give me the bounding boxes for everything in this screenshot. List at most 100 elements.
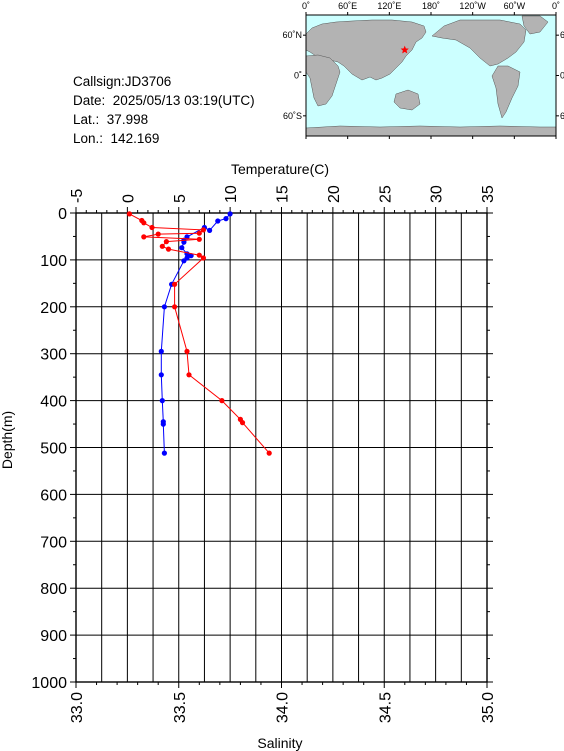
map-lat-ticks: 60˚N 60˚N 0˚ 0˚ 60˚S 60˚S: [282, 30, 564, 121]
lat-value: 37.998: [106, 112, 149, 127]
salinity-data-point: [163, 239, 169, 245]
depth-tick-label: 300: [40, 347, 67, 364]
temperature-axis: -5 0 5 10 15 20 25 30 35: [69, 185, 497, 213]
grid-lines: [76, 213, 487, 682]
depth-tick-label: 600: [40, 487, 67, 504]
map-lon-tick-label: 180˚: [422, 1, 440, 11]
map-lon-tick-label: 120˚E: [377, 1, 401, 11]
salinity-data-point: [200, 227, 206, 233]
date-row: Date: 2025/05/13 03:19(UTC): [73, 91, 255, 110]
salinity-data-point: [149, 224, 155, 231]
salinity-tick-label: 33.5: [172, 692, 189, 723]
date-value: 2025/05/13 03:19(UTC): [112, 93, 255, 108]
station-info: Callsign:JD3706 Date: 2025/05/13 03:19(U…: [73, 72, 255, 148]
temperature-data-point: [184, 234, 190, 240]
lon-value: 142.169: [110, 131, 160, 146]
depth-tick-label: 200: [40, 300, 67, 317]
land-south-america: [491, 65, 521, 119]
data-series: [126, 211, 272, 456]
temperature-axis-title: Temperature(C): [231, 161, 329, 177]
salinity-data-point: [141, 220, 147, 226]
lon-label: Lon.:: [73, 131, 104, 146]
depth-tick-label: 0: [58, 206, 67, 223]
map-lon-tick-label: 120˚W: [459, 1, 486, 11]
temperature-data-point: [227, 211, 233, 217]
land-africa: [305, 54, 341, 107]
salinity-data-point: [196, 236, 202, 242]
map-lon-tick-label: 60˚E: [338, 1, 357, 11]
station-marker: [400, 45, 409, 54]
salinity-axis: 33.0 33.5 34.0 34.5 35.0: [69, 682, 497, 723]
lon-row: Lon.: 142.169: [73, 129, 255, 148]
salinity-data-point: [266, 450, 272, 456]
map-lat-tick-label: 0˚: [560, 71, 564, 81]
callsign-row: Callsign:JD3706: [73, 72, 255, 91]
salinity-tick-label: 34.0: [275, 692, 292, 723]
depth-tick-label: 100: [40, 253, 67, 270]
depth-tick-label: 1000: [31, 675, 67, 692]
temperature-tick-label: 10: [223, 185, 240, 203]
map-lon-tick-label: 0˚: [302, 1, 310, 11]
salinity-data-point: [159, 243, 165, 249]
map-lat-tick-label: 60˚N: [560, 30, 564, 40]
temperature-data-point: [188, 253, 194, 259]
salinity-data-point: [172, 304, 178, 310]
temperature-data-point: [158, 348, 164, 354]
temperature-tick-label: 20: [326, 185, 343, 203]
salinity-data-point: [155, 231, 161, 237]
map-lon-tick-label: 0˚: [552, 1, 560, 11]
temperature-tick-label: 30: [429, 185, 446, 203]
depth-tick-label: 700: [40, 534, 67, 551]
salinity-data-point: [165, 246, 172, 252]
salinity-tick-label: 34.5: [377, 692, 394, 723]
map-lat-tick-label: 0˚: [294, 71, 302, 81]
salinity-axis-title: Salinity: [257, 735, 302, 751]
depth-tick-label: 500: [40, 441, 67, 458]
depth-axis: 0 100 200 300 400 500 600 700 800 900 1000: [31, 206, 493, 692]
salinity-data-point: [172, 281, 178, 287]
salinity-data-point: [196, 230, 202, 236]
temperature-data-point: [158, 372, 164, 378]
callsign-label: Callsign:: [73, 74, 125, 89]
lat-label: Lat.:: [73, 112, 100, 127]
temperature-data-point: [159, 398, 165, 404]
map-lat-tick-label: 60˚S: [283, 111, 302, 121]
salinity-data-point: [141, 234, 147, 240]
temperature-tick-label: 35: [480, 185, 497, 203]
land-australia: [393, 89, 421, 111]
map-land: [305, 15, 557, 137]
temperature-tick-label: 0: [120, 194, 137, 203]
salinity-data-point: [126, 211, 132, 217]
salinity-data-point: [239, 420, 246, 426]
temperature-tick-label: 5: [172, 194, 189, 203]
station-marker-star: [400, 45, 409, 54]
salinity-data-point: [186, 372, 192, 378]
temperature-data-point: [161, 450, 167, 456]
salinity-data-point: [196, 252, 202, 258]
lat-row: Lat.: 37.998: [73, 110, 255, 129]
salinity-profile-line: [129, 213, 270, 454]
temperature-data-point: [215, 218, 221, 224]
depth-tick-label: 400: [40, 394, 67, 411]
land-greenland: [521, 15, 549, 35]
temperature-data-point: [161, 304, 167, 310]
map-lon-ticks: 0˚ 60˚E 120˚E 180˚ 120˚W 60˚W 0˚: [302, 1, 560, 139]
temperature-tick-label: 15: [275, 185, 292, 203]
salinity-data-point: [184, 348, 190, 354]
map-lon-tick-label: 60˚W: [504, 1, 526, 11]
temperature-data-point: [181, 258, 187, 264]
salinity-tick-label: 35.0: [480, 692, 497, 723]
temperature-tick-label: 25: [377, 185, 394, 203]
depth-tick-label: 800: [40, 581, 67, 598]
temperature-tick-label: -5: [69, 189, 86, 203]
salinity-tick-label: 33.0: [69, 692, 86, 723]
temperature-data-point: [160, 421, 166, 427]
land-north-america: [431, 19, 527, 67]
date-label: Date:: [73, 93, 106, 108]
salinity-data-point: [200, 255, 206, 261]
salinity-data-point: [219, 398, 225, 404]
depth-axis-title: Depth(m): [0, 411, 15, 469]
map-lat-tick-label: 60˚N: [282, 30, 302, 40]
